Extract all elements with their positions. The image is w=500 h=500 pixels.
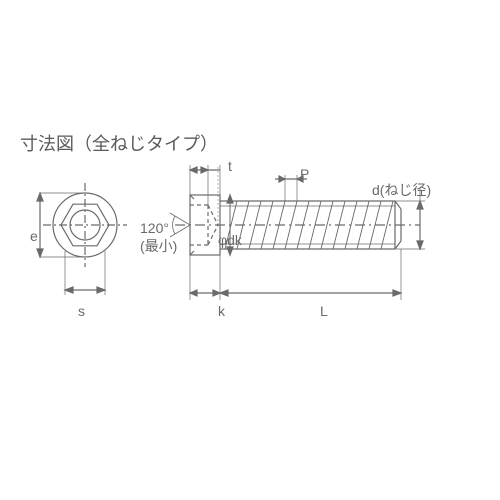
page: 寸法図（全ねじタイプ） e s 120° (最小) t φdk k L P d(… — [0, 0, 500, 500]
dim-P — [275, 175, 307, 201]
dim-k — [190, 249, 220, 300]
dim-s — [65, 251, 105, 295]
dim-d — [395, 187, 425, 249]
dim-L — [220, 249, 401, 300]
bolt-side-view — [175, 195, 420, 255]
dim-dk — [227, 195, 233, 255]
bolt-drawing — [25, 155, 475, 355]
head-front-view — [43, 183, 127, 267]
diagram-title: 寸法図（全ねじタイプ） — [20, 130, 218, 156]
